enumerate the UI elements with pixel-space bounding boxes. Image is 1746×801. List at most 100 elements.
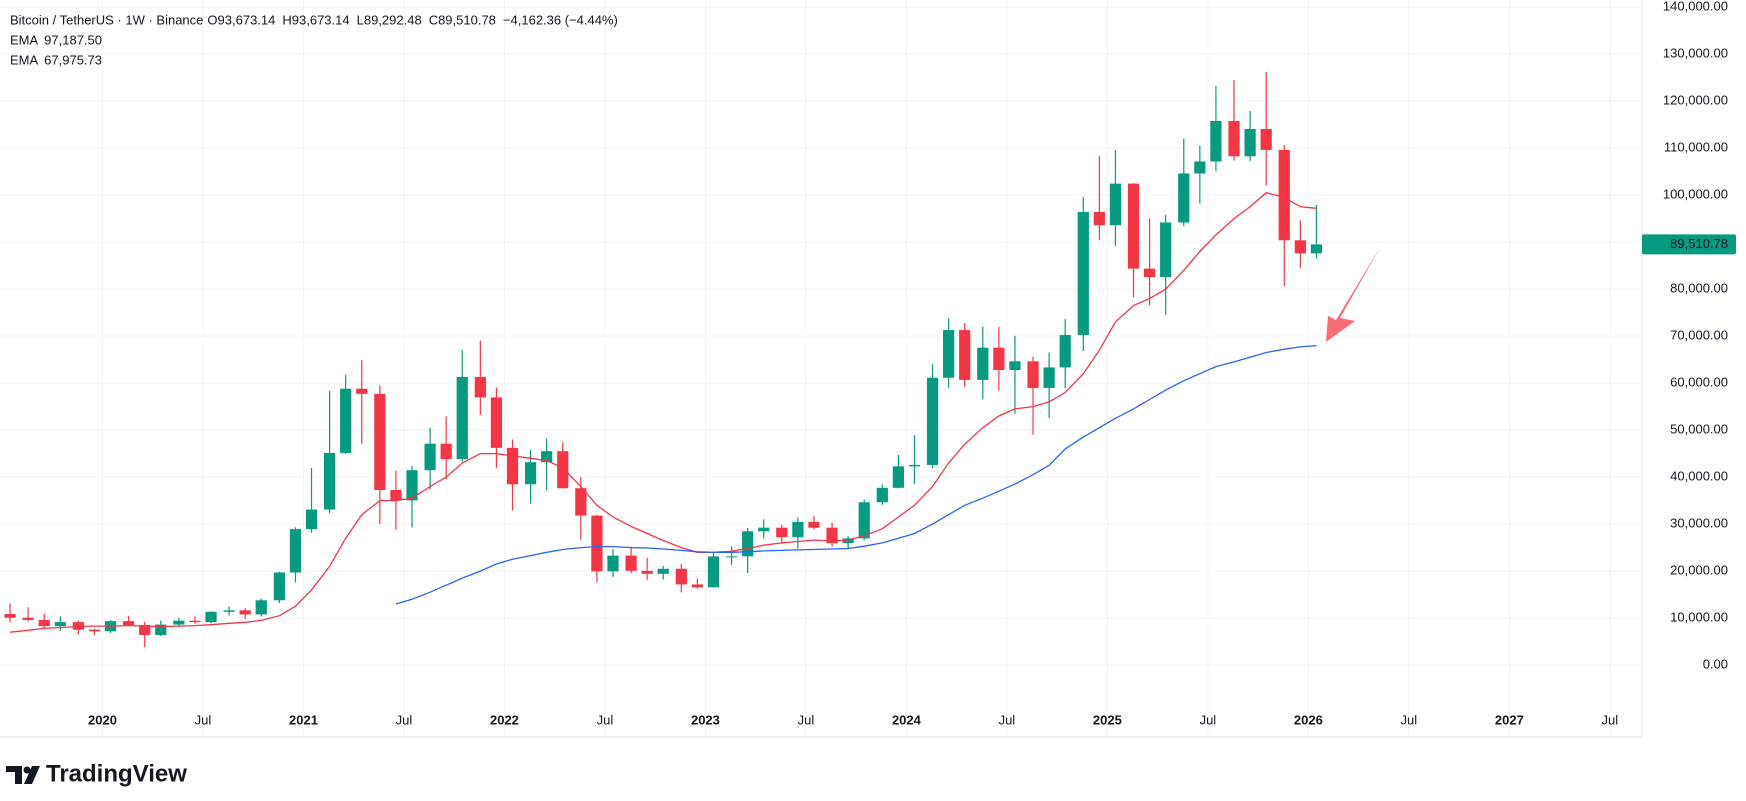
candle-body bbox=[1160, 222, 1172, 278]
logo-dot bbox=[23, 766, 31, 774]
candle-body bbox=[557, 451, 569, 489]
y-tick-label: 100,000.00 bbox=[1663, 186, 1728, 201]
candle-body bbox=[323, 452, 336, 510]
candle-body bbox=[524, 462, 537, 485]
candle-body bbox=[808, 521, 820, 528]
brand-logo[interactable]: TradingView bbox=[6, 760, 187, 787]
candle-body bbox=[1077, 211, 1089, 336]
candle-body bbox=[707, 556, 720, 588]
candle-body bbox=[1059, 335, 1071, 368]
candle-body bbox=[22, 617, 34, 620]
candle-body bbox=[1244, 129, 1256, 157]
axes: 0.00 10,000.00 20,000.00 30,000.00 40,000.00… bbox=[88, 0, 1736, 727]
y-tick-label: 50,000.00 bbox=[1670, 422, 1728, 437]
candle-body bbox=[1278, 149, 1290, 241]
candle-body bbox=[506, 447, 519, 485]
candle-body bbox=[541, 451, 553, 463]
candle-body bbox=[1043, 367, 1055, 388]
price-tag-label: 89,510.78 bbox=[1670, 236, 1728, 251]
y-tick-label: 140,000.00 bbox=[1663, 0, 1728, 13]
y-tick-label: 20,000.00 bbox=[1670, 563, 1728, 578]
ema-name[interactable]: EMA bbox=[10, 32, 39, 47]
candle-body bbox=[908, 464, 921, 467]
y-tick-label: 10,000.00 bbox=[1670, 610, 1728, 625]
ohlc-label: H bbox=[282, 12, 291, 27]
candle-body bbox=[1093, 211, 1105, 226]
legend: Bitcoin / TetherUS · 1W · Binance O 93,67… bbox=[10, 12, 618, 67]
x-tick-label: Jul bbox=[798, 712, 815, 727]
candle-body bbox=[205, 611, 217, 623]
candle-body bbox=[1210, 120, 1222, 162]
candle-body bbox=[88, 629, 101, 632]
candle-body bbox=[456, 376, 468, 460]
candle-body bbox=[1127, 183, 1140, 269]
x-tick-label: 2020 bbox=[88, 712, 117, 727]
candle-body bbox=[876, 487, 888, 503]
y-tick-label: 110,000.00 bbox=[1664, 139, 1728, 154]
candle-body bbox=[1194, 161, 1206, 174]
y-tick-label: 40,000.00 bbox=[1670, 469, 1728, 484]
x-tick-label: Jul bbox=[1602, 712, 1619, 727]
x-tick-label: Jul bbox=[396, 712, 413, 727]
candle-body bbox=[424, 443, 436, 471]
candle-body bbox=[390, 490, 402, 501]
candle-body bbox=[993, 347, 1005, 371]
candle-body bbox=[490, 397, 503, 448]
plot bbox=[4, 71, 1323, 648]
candle-body bbox=[1310, 244, 1323, 254]
ohlc-value: 89,292.48 bbox=[364, 12, 422, 27]
x-tick-label: 2025 bbox=[1093, 712, 1122, 727]
brand-name: TradingView bbox=[46, 760, 187, 787]
candle-body bbox=[657, 568, 669, 574]
change: −4,162.36 (−4.44%) bbox=[503, 12, 618, 27]
ohlc-value: 89,510.78 bbox=[438, 12, 496, 27]
logo-icon bbox=[6, 766, 40, 784]
candle-body bbox=[625, 555, 637, 571]
x-tick-label: Jul bbox=[999, 712, 1016, 727]
x-tick-label: 2027 bbox=[1495, 712, 1524, 727]
candle-body bbox=[1027, 361, 1039, 388]
arrow-annotation bbox=[1326, 246, 1381, 342]
candle-body bbox=[4, 614, 16, 618]
candle-body bbox=[1009, 361, 1021, 371]
ema-value: 97,187.50 bbox=[44, 32, 102, 47]
candle-body bbox=[959, 330, 971, 380]
candle-body bbox=[305, 509, 318, 530]
candle-body bbox=[155, 624, 167, 635]
candle-body bbox=[641, 570, 653, 574]
ohlc-value: 93,673.14 bbox=[218, 12, 276, 27]
candle-body bbox=[340, 388, 352, 453]
y-tick-label: 80,000.00 bbox=[1670, 281, 1728, 296]
candle-body bbox=[792, 521, 804, 538]
candle-body bbox=[892, 466, 904, 488]
candle-body bbox=[356, 388, 368, 394]
ema-name[interactable]: EMA bbox=[10, 52, 39, 67]
candle-body bbox=[826, 527, 838, 544]
x-tick-label: Jul bbox=[597, 712, 614, 727]
ohlc-label: L bbox=[357, 12, 364, 27]
symbol[interactable]: Bitcoin / TetherUS · 1W · Binance bbox=[10, 12, 203, 27]
candle-body bbox=[374, 393, 386, 491]
candle-body bbox=[273, 572, 285, 601]
candle-body bbox=[926, 377, 939, 465]
candle-body bbox=[289, 529, 302, 573]
x-tick-label: 2023 bbox=[691, 712, 720, 727]
candle-body bbox=[1294, 240, 1306, 254]
candle-body bbox=[591, 515, 603, 572]
candle-body bbox=[189, 620, 201, 623]
candle-body bbox=[440, 443, 452, 460]
candle-body bbox=[858, 502, 870, 539]
x-tick-label: 2026 bbox=[1294, 712, 1323, 727]
candle-body bbox=[474, 376, 486, 398]
candle-body bbox=[691, 584, 704, 588]
candle-body bbox=[54, 622, 66, 627]
ohlc-label: C bbox=[429, 12, 438, 27]
x-tick-label: 2022 bbox=[490, 712, 519, 727]
candle-body bbox=[38, 619, 50, 627]
candle-body bbox=[575, 488, 587, 516]
candle-body bbox=[223, 610, 235, 612]
candle-body bbox=[1109, 183, 1122, 226]
candle-body bbox=[675, 568, 687, 585]
